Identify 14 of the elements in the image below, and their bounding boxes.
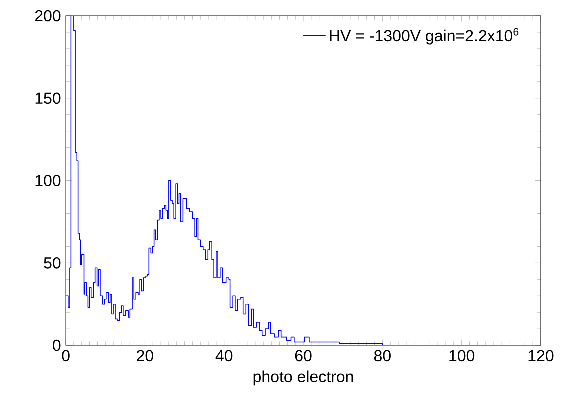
x-tick-label: 100 xyxy=(450,350,475,362)
y-tick-label: 100 xyxy=(36,175,61,187)
y-tick-label: 200 xyxy=(35,10,61,22)
x-axis-title: photo electron xyxy=(254,370,354,386)
x-tick-label: 0 xyxy=(62,350,70,362)
x-tick-label: 40 xyxy=(216,350,233,362)
x-tick-label: 80 xyxy=(374,350,391,362)
y-tick-label: 150 xyxy=(36,92,61,104)
x-tick-label: 120 xyxy=(528,350,554,362)
legend-label: HV = -1300V gain=2.2x10$^{6}$ xyxy=(330,28,519,46)
x-tick-label: 60 xyxy=(295,350,312,362)
y-tick-label: 50 xyxy=(44,258,61,270)
x-tick-label: 20 xyxy=(137,350,154,362)
y-tick-label: 0 xyxy=(53,340,61,352)
